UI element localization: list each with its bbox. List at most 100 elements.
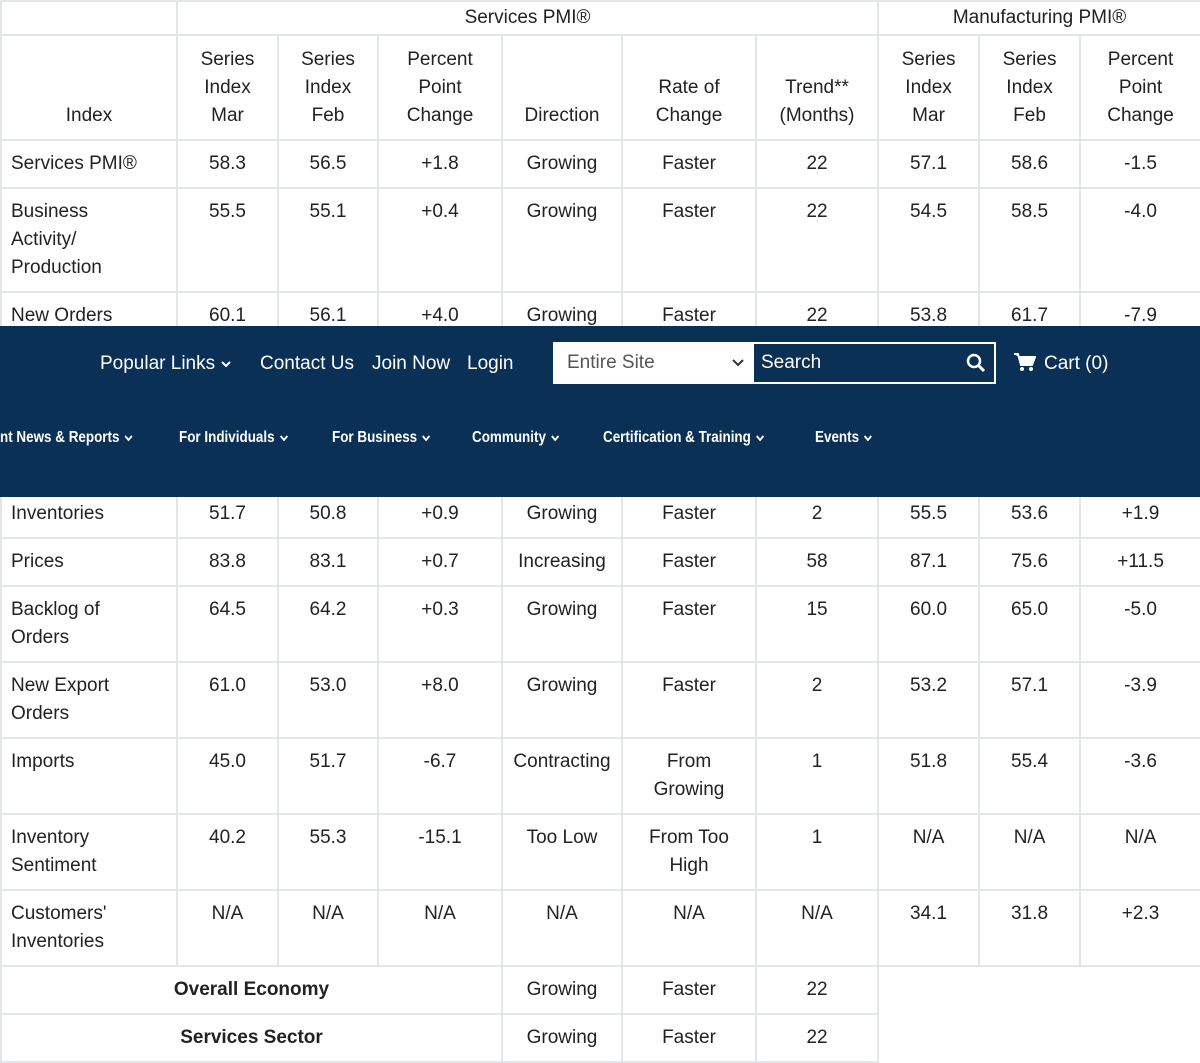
table-cell: 53.0 [277, 661, 379, 739]
menu-item[interactable]: For Individuals [179, 426, 288, 450]
table-cell: 75.6 [978, 537, 1082, 587]
cell-text: 60.1 [209, 305, 246, 326]
menu-text: For Individuals [179, 429, 275, 446]
table-cell: Faster [621, 965, 757, 1015]
table-cell: 22 [754, 187, 880, 293]
table-cell: 64.2 [277, 585, 379, 663]
column-header-row: Index Series Index Mar Series Index Feb Per… [0, 34, 1200, 141]
table-cell: 51.8 [877, 737, 981, 815]
table-cell: 55.1 [277, 187, 379, 293]
table-row: Imports 45.0 51.7 -6.7 Contracting From Growi… [0, 737, 1200, 815]
cell-text: +0.9 [421, 503, 459, 524]
cell-text: Growing [526, 305, 598, 326]
cell-text: N/A [424, 903, 456, 924]
search-icon[interactable] [966, 353, 986, 373]
cell-text: New Orders [11, 305, 113, 326]
table-row: New Orders 60.1 56.1 +4.0 Growing Faster 22 53.… [0, 291, 1200, 341]
cell-text: 2 [811, 503, 823, 524]
table-cell: +1.8 [377, 139, 503, 189]
cell-text: 34.1 [910, 903, 948, 924]
table-cell: 55.5 [176, 187, 279, 293]
cart-link[interactable]: Cart (0) [1014, 350, 1108, 378]
column-header-text: Series Index Feb [301, 49, 355, 126]
table-cell: Too Low [501, 813, 623, 891]
cell-text: N/A [211, 903, 244, 924]
cell-text: New Export Orders [11, 675, 110, 724]
cell-text: 61.0 [209, 675, 246, 696]
table-cell: -15.1 [377, 813, 503, 891]
cell-text: 50.8 [309, 503, 347, 524]
cell-text: 64.2 [309, 599, 347, 620]
table-cell: +0.7 [377, 537, 503, 587]
menu-item[interactable]: For Business [332, 426, 431, 450]
cell-text: Inventory Sentiment [11, 827, 97, 876]
column-header: Percent Point Change [377, 34, 503, 141]
cell-text: 65.0 [1011, 599, 1049, 620]
table-cell: 60.0 [877, 585, 981, 663]
table-cell: +0.4 [377, 187, 503, 293]
cell-text: +2.3 [1121, 903, 1160, 924]
cell-text: Faster [662, 599, 716, 620]
menu-item[interactable]: Community [472, 426, 560, 450]
table-cell: Faster [621, 139, 757, 189]
column-header-text: Series Index Mar [901, 49, 956, 126]
table-cell: Faster [621, 537, 757, 587]
header-cell [0, 0, 178, 36]
cell-text: Prices [11, 551, 64, 572]
table-cell: 87.1 [877, 537, 981, 587]
table-cell: 55.3 [277, 813, 379, 891]
table-cell: Faster [621, 1013, 757, 1063]
cell-text: 15 [806, 599, 828, 620]
cell-text: 55.5 [910, 503, 948, 524]
nav-link[interactable]: Join Now [372, 353, 451, 374]
empty-cell [878, 1014, 1200, 1062]
menu-text: nt News & Reports [0, 429, 120, 446]
menu-item[interactable]: Certification & Training [603, 426, 765, 450]
table-cell: 2 [754, 661, 880, 739]
table-row: Services PMI® 58.3 56.5 +1.8 Growing Faster 22… [0, 139, 1200, 189]
cell-text: +0.7 [421, 551, 459, 572]
table-cell: -5.0 [1079, 585, 1200, 663]
column-header-text: Series Index Feb [1002, 49, 1057, 126]
table-cell: 15 [754, 585, 880, 663]
cell-text: N/A [1013, 827, 1046, 848]
row-label: Services PMI® [0, 139, 178, 189]
menu-item[interactable]: Events [815, 426, 873, 450]
search-scope-select[interactable]: Entire Site [553, 342, 752, 384]
table-cell: +11.5 [1079, 537, 1200, 587]
column-header-text: Rate of Change [655, 77, 723, 126]
table-cell: Faster [621, 661, 757, 739]
cell-text: N/A [673, 903, 705, 924]
table-cell: N/A [754, 889, 880, 967]
cell-text: +0.4 [421, 201, 459, 222]
row-label: Backlog of Orders [0, 585, 178, 663]
cell-text: 60.0 [910, 599, 948, 620]
column-header: Percent Point Change [1079, 34, 1200, 141]
row-label: Business Activity/ Production [0, 187, 178, 293]
cell-text: +1.9 [1121, 503, 1160, 524]
table-cell: Growing [501, 661, 623, 739]
nav-link[interactable]: Login [467, 353, 514, 374]
nav-link[interactable]: Contact Us [260, 353, 354, 374]
row-label: Imports [0, 737, 178, 815]
table-row: Inventory Sentiment 40.2 55.3 -15.1 Too Low F… [0, 813, 1200, 891]
search-input[interactable]: Search [752, 342, 996, 384]
table-cell: 51.7 [277, 737, 379, 815]
column-header-text: Trend** (Months) [779, 77, 855, 126]
chevron [221, 361, 231, 368]
cell-text: 64.5 [209, 599, 246, 620]
cell-text: +1.8 [421, 153, 459, 174]
nav-link[interactable]: Popular Links [100, 350, 231, 378]
row-label: New Export Orders [0, 661, 178, 739]
table-cell: N/A [877, 813, 981, 891]
table-cell: 45.0 [176, 737, 279, 815]
cell-text: 83.1 [309, 551, 347, 572]
cell-text: From Too High [649, 827, 729, 876]
cell-text: -6.7 [423, 751, 457, 772]
column-header-text: Series Index Mar [200, 49, 255, 126]
cell-text: 31.8 [1011, 903, 1049, 924]
menu-item[interactable]: nt News & Reports [0, 426, 133, 450]
table-cell: 31.8 [978, 889, 1082, 967]
table-cell: N/A [176, 889, 279, 967]
